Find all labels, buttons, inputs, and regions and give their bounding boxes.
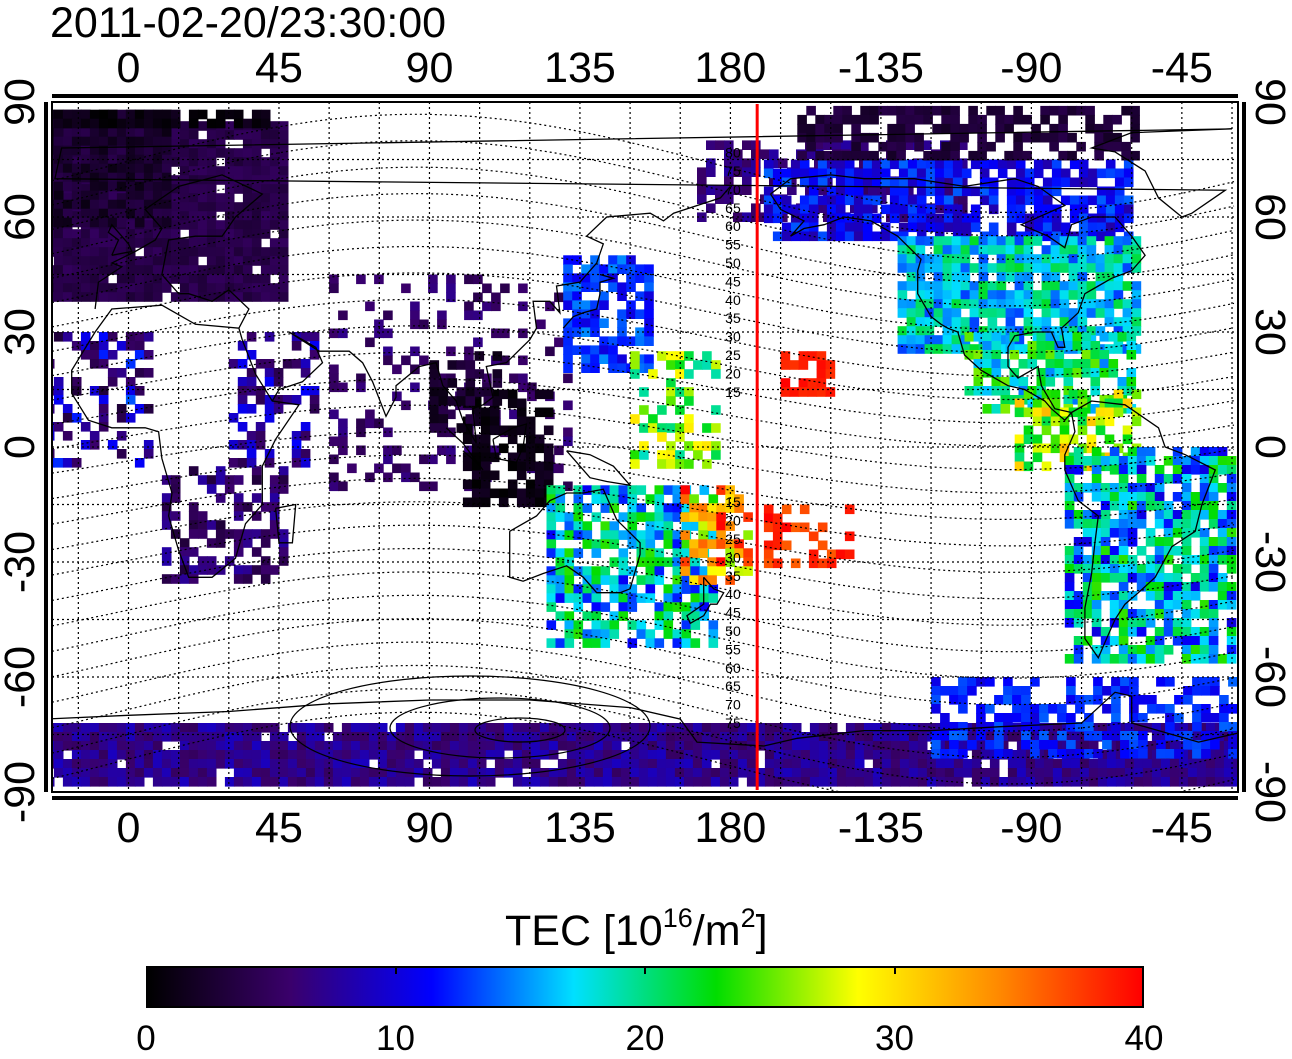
contour-label: 20 bbox=[725, 513, 741, 529]
lat-tick-left: 60 bbox=[0, 193, 44, 241]
lat-tick-left: -60 bbox=[0, 645, 44, 709]
coastlines bbox=[52, 128, 1238, 747]
contour-label: 65 bbox=[725, 678, 741, 694]
contour-label: 25 bbox=[725, 347, 741, 363]
colorbar-tick-mark bbox=[893, 966, 896, 974]
contour-label: 30 bbox=[725, 329, 741, 345]
contour-label: 75 bbox=[725, 715, 741, 731]
contour-label: 70 bbox=[725, 697, 741, 713]
lon-tick-bot: 135 bbox=[544, 804, 616, 852]
lon-tick-top: 180 bbox=[694, 44, 767, 92]
lon-tick-bot: -90 bbox=[1000, 804, 1063, 852]
colorbar-tick-mark bbox=[394, 966, 397, 974]
colorbar-tick-mark bbox=[644, 966, 646, 974]
lat-tick-right: 0 bbox=[1246, 435, 1292, 459]
lat-tick-left: -90 bbox=[0, 760, 44, 824]
lon-tick-top: 45 bbox=[255, 44, 303, 92]
contour-label: 40 bbox=[725, 586, 741, 602]
contour-lines bbox=[52, 113, 1235, 792]
contour-label: 70 bbox=[725, 181, 741, 197]
lat-tick-right: 90 bbox=[1246, 78, 1292, 126]
lat-tick-right: -60 bbox=[1246, 645, 1292, 709]
contour-label: 25 bbox=[725, 531, 741, 547]
lat-tick-right: -30 bbox=[1246, 530, 1292, 594]
contour-label: 30 bbox=[725, 549, 741, 565]
lon-tick-top: -135 bbox=[837, 44, 924, 92]
colorbar-tick-label: 0 bbox=[136, 1019, 156, 1058]
contour-label: 55 bbox=[725, 641, 741, 657]
frame-edge-bars bbox=[44, 94, 1246, 800]
lat-tick-right: 60 bbox=[1246, 193, 1292, 241]
contour-label: 15 bbox=[725, 384, 741, 400]
colorbar-tick-label: 10 bbox=[376, 1019, 415, 1058]
contour-label: 40 bbox=[725, 292, 741, 308]
lon-tick-top: 90 bbox=[405, 44, 454, 92]
lon-tick-bot: -135 bbox=[837, 804, 924, 852]
contour-label: 60 bbox=[725, 218, 741, 234]
contour-label: 65 bbox=[725, 200, 741, 216]
contour-label: 80 bbox=[725, 145, 741, 161]
colorbar-title: TEC [1016/m2] bbox=[505, 903, 768, 956]
contour-label: 15 bbox=[725, 494, 741, 510]
lat-tick-left: -30 bbox=[0, 530, 44, 594]
contour-label: 50 bbox=[725, 623, 741, 639]
contour-labels: 80 75 70 65 60 55 50 45 40 35 30 25 20 15 15 20 25 30 35 40… bbox=[725, 145, 741, 731]
graticule bbox=[52, 102, 1238, 792]
map-frame bbox=[51, 101, 1239, 793]
lon-tick-top: 0 bbox=[116, 44, 141, 92]
contour-label: 45 bbox=[725, 273, 741, 289]
lon-tick-bot: 0 bbox=[116, 804, 141, 852]
contour-label: 55 bbox=[725, 237, 741, 253]
colorbar-tick-label: 40 bbox=[1124, 1019, 1164, 1058]
lon-tick-top: -90 bbox=[1000, 44, 1063, 92]
lon-tick-bot: 90 bbox=[405, 804, 454, 852]
contour-label: 20 bbox=[725, 365, 741, 381]
lon-tick-bot: 180 bbox=[694, 804, 767, 852]
contour-label: 35 bbox=[725, 310, 741, 326]
timestamp-title: 2011-02-20/23:30:00 bbox=[50, 0, 447, 47]
contour-label: 45 bbox=[725, 605, 741, 621]
lon-tick-top: 135 bbox=[544, 44, 616, 92]
contour-label: 35 bbox=[725, 568, 741, 584]
lon-tick-bot: -45 bbox=[1150, 804, 1213, 852]
lon-tick-top: -45 bbox=[1150, 44, 1213, 92]
colorbar-tick-label: 30 bbox=[875, 1019, 914, 1058]
contour-label: 50 bbox=[725, 255, 741, 271]
lat-tick-right: -90 bbox=[1246, 760, 1292, 824]
contour-label: 75 bbox=[725, 163, 741, 179]
lat-tick-left: 90 bbox=[0, 78, 44, 126]
lat-tick-right: 30 bbox=[1246, 308, 1292, 356]
colorbar-tick-label: 20 bbox=[625, 1019, 665, 1058]
lat-tick-left: 0 bbox=[0, 435, 44, 459]
lon-tick-bot: 45 bbox=[255, 804, 303, 852]
lat-tick-left: 30 bbox=[0, 308, 44, 356]
contour-label: 60 bbox=[725, 660, 741, 676]
